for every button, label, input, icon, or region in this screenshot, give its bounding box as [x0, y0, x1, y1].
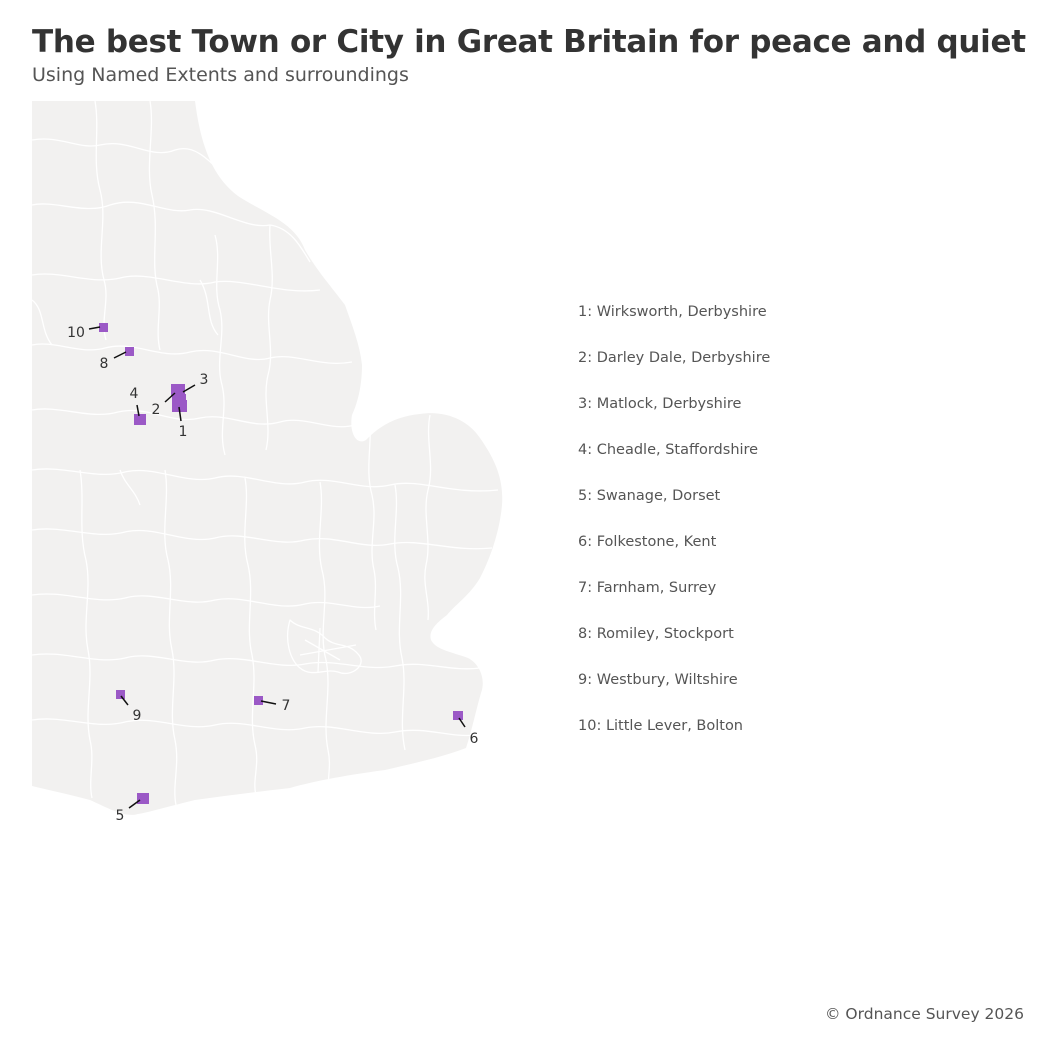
marker-label-3: 3	[200, 372, 209, 388]
marker-label-9: 9	[133, 708, 142, 724]
copyright-credit: © Ordnance Survey 2026	[825, 1005, 1024, 1023]
land-mass	[32, 101, 503, 815]
legend-item: 5: Swanage, Dorset	[578, 488, 721, 504]
marker-5[interactable]	[137, 793, 149, 804]
marker-2[interactable]	[172, 394, 186, 404]
legend-item: 4: Cheadle, Staffordshire	[578, 442, 759, 458]
marker-label-1: 1	[179, 424, 188, 440]
legend-item: 6: Folkestone, Kent	[578, 534, 717, 550]
marker-labels: 1 2 3 4 5 6 7 8 9 10	[67, 325, 478, 824]
marker-label-4: 4	[130, 386, 139, 402]
marker-label-7: 7	[282, 698, 291, 714]
legend-item: 3: Matlock, Derbyshire	[578, 396, 742, 412]
marker-9[interactable]	[116, 690, 125, 699]
markers	[99, 323, 463, 804]
marker-label-8: 8	[100, 356, 109, 372]
marker-10[interactable]	[99, 323, 108, 332]
marker-label-5: 5	[116, 808, 125, 824]
marker-4[interactable]	[134, 414, 146, 425]
marker-6[interactable]	[453, 711, 463, 720]
marker-label-6: 6	[470, 731, 479, 747]
marker-8[interactable]	[125, 347, 134, 356]
marker-7[interactable]	[254, 696, 263, 705]
map-title: The best Town or City in Great Britain f…	[32, 24, 1026, 60]
leader-lines	[88, 326, 466, 809]
marker-label-2: 2	[152, 402, 161, 418]
legend-item: 2: Darley Dale, Derbyshire	[578, 350, 771, 366]
map-subtitle: Using Named Extents and surroundings	[32, 64, 409, 86]
marker-label-10: 10	[67, 325, 85, 341]
legend-item: 7: Farnham, Surrey	[578, 580, 717, 596]
legend-item: 8: Romiley, Stockport	[578, 626, 734, 642]
legend-item: 10: Little Lever, Bolton	[578, 718, 744, 734]
boundaries	[31, 100, 499, 806]
legend-item: 9: Westbury, Wiltshire	[578, 672, 738, 688]
ranking-legend: 1: Wirksworth, Derbyshire 2: Darley Dale…	[578, 300, 770, 760]
legend-item: 1: Wirksworth, Derbyshire	[578, 304, 767, 320]
